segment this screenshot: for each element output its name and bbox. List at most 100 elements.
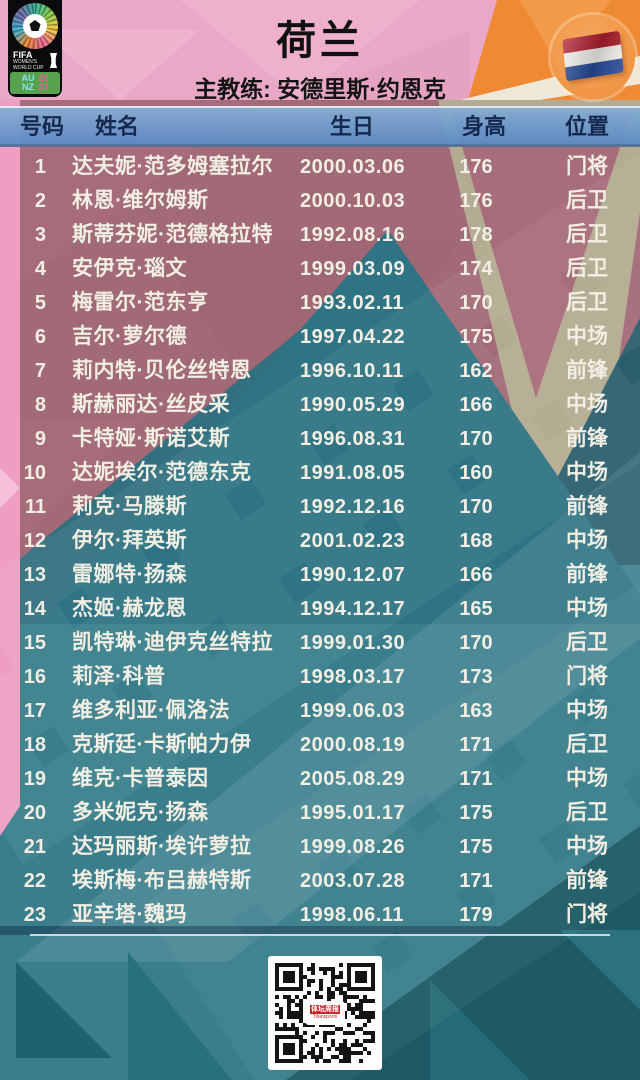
player-position: 后卫 [566,631,608,654]
player-birthday: 2000.10.03 [300,190,406,212]
player-birthday: 1990.05.29 [300,394,406,416]
player-name: 亚辛塔·魏玛 [72,903,187,926]
player-height: 162 [459,360,493,382]
player-row: 3 斯蒂芬妮·范德格拉特 1992.08.16 178 后卫 [0,218,640,252]
player-row: 15 凯特琳·迪伊克丝特拉 1999.01.30 170 后卫 [0,626,640,660]
player-height: 170 [459,496,493,518]
player-name: 维克·卡普泰因 [72,767,209,790]
player-position: 中场 [566,699,608,722]
column-header-birthday: 生日 [330,114,375,139]
player-number: 9 [34,428,46,450]
player-height: 171 [459,768,493,790]
host-year-box: AU NZ 20 23 [10,72,60,94]
player-height: 171 [459,870,493,892]
player-number: 2 [34,190,46,212]
player-position: 中场 [566,461,608,484]
player-position: 门将 [566,155,608,178]
player-row: 12 伊尔·拜英斯 2001.02.23 168 中场 [0,524,640,558]
player-row: 20 多米妮克·扬森 1995.01.17 175 后卫 [0,796,640,830]
player-name: 达玛丽斯·埃许萝拉 [72,835,252,858]
player-height: 176 [459,190,493,212]
player-height: 160 [459,462,493,484]
player-height: 175 [459,836,493,858]
player-height: 173 [459,666,493,688]
wwc-wordmark: WOMEN'S WORLD CUP [13,59,44,71]
player-number: 13 [23,564,46,586]
player-number: 20 [23,802,46,824]
player-row: 16 莉泽·科普 1998.03.17 173 门将 [0,660,640,694]
player-birthday: 1994.12.17 [300,598,406,620]
player-birthday: 2001.02.23 [300,530,406,552]
player-number: 14 [23,598,46,620]
qr-logo-text: 体坛周报 [310,1005,340,1014]
player-name: 克斯廷·卡斯帕力伊 [72,733,252,756]
player-name: 达妮埃尔·范德东克 [72,461,252,484]
player-name: 安伊克·瑙文 [72,257,187,280]
player-name: 莉泽·科普 [72,665,166,688]
player-birthday: 2000.03.06 [300,156,406,178]
player-number: 6 [34,326,46,348]
player-row: 19 维克·卡普泰因 2005.08.29 171 中场 [0,762,640,796]
player-row: 10 达妮埃尔·范德东克 1991.08.05 160 中场 [0,456,640,490]
player-position: 前锋 [566,563,608,586]
player-row: 18 克斯廷·卡斯帕力伊 2000.08.19 171 后卫 [0,728,640,762]
player-row: 6 吉尔·萝尔德 1997.04.22 175 中场 [0,320,640,354]
player-birthday: 1998.06.11 [300,904,404,926]
player-number: 7 [34,360,46,382]
player-height: 171 [459,734,493,756]
player-position: 后卫 [566,223,608,246]
player-number: 11 [24,496,46,518]
player-row: 8 斯赫丽达·丝皮采 1990.05.29 166 中场 [0,388,640,422]
player-name: 梅雷尔·范东亨 [72,291,209,314]
player-name: 埃斯梅·布吕赫特斯 [72,869,252,892]
player-row: 1 达夫妮·范多姆塞拉尔 2000.03.06 176 门将 [0,150,640,184]
player-row: 21 达玛丽斯·埃许萝拉 1999.08.26 175 中场 [0,830,640,864]
player-number: 10 [23,462,46,484]
player-height: 175 [459,802,493,824]
fifa-wordmark: FIFA [13,50,33,60]
player-name: 杰姬·赫龙恩 [72,597,187,620]
player-number: 16 [23,666,46,688]
player-position: 中场 [566,835,608,858]
netherlands-flag-icon [562,30,624,82]
player-number: 17 [23,700,46,722]
player-birthday: 2003.07.28 [300,870,406,892]
player-row: 14 杰姬·赫龙恩 1994.12.17 165 中场 [0,592,640,626]
player-name: 吉尔·萝尔德 [72,325,187,348]
column-header-number: 号码 [20,114,65,139]
player-number: 23 [23,904,46,926]
player-position: 后卫 [566,291,608,314]
player-birthday: 1999.03.09 [300,258,406,280]
tournament-year: 20 23 [38,73,49,92]
column-header-height: 身高 [462,114,507,139]
player-number: 12 [23,530,46,552]
player-position: 前锋 [566,427,608,450]
player-name: 卡特娅·斯诺艾斯 [72,427,230,450]
player-number: 3 [34,224,46,246]
player-row: 22 埃斯梅·布吕赫特斯 2003.07.28 171 前锋 [0,864,640,898]
player-name: 莉内特·贝伦丝特恩 [72,359,252,382]
player-row: 13 雷娜特·扬森 1990.12.07 166 前锋 [0,558,640,592]
player-position: 门将 [566,665,608,688]
player-row: 11 莉克·马滕斯 1992.12.16 170 前锋 [0,490,640,524]
player-number: 18 [23,734,46,756]
player-name: 伊尔·拜英斯 [72,529,187,552]
player-row: 23 亚辛塔·魏玛 1998.06.11 179 门将 [0,898,640,932]
player-height: 165 [459,598,493,620]
divider-line [30,934,610,936]
player-number: 1 [34,156,46,178]
player-birthday: 1991.08.05 [300,462,406,484]
player-rows: 1 达夫妮·范多姆塞拉尔 2000.03.06 176 门将 2 林恩·维尔姆斯… [0,150,640,932]
player-height: 175 [459,326,493,348]
player-birthday: 1999.06.03 [300,700,406,722]
player-birthday: 1992.08.16 [300,224,406,246]
player-height: 174 [459,258,493,280]
player-number: 8 [34,394,46,416]
player-position: 后卫 [566,189,608,212]
player-height: 166 [459,394,493,416]
player-position: 中场 [566,767,608,790]
coach-line: 主教练: 安德里斯·约恩克 [194,76,446,102]
player-birthday: 1996.10.11 [300,360,404,382]
player-height: 168 [459,530,493,552]
